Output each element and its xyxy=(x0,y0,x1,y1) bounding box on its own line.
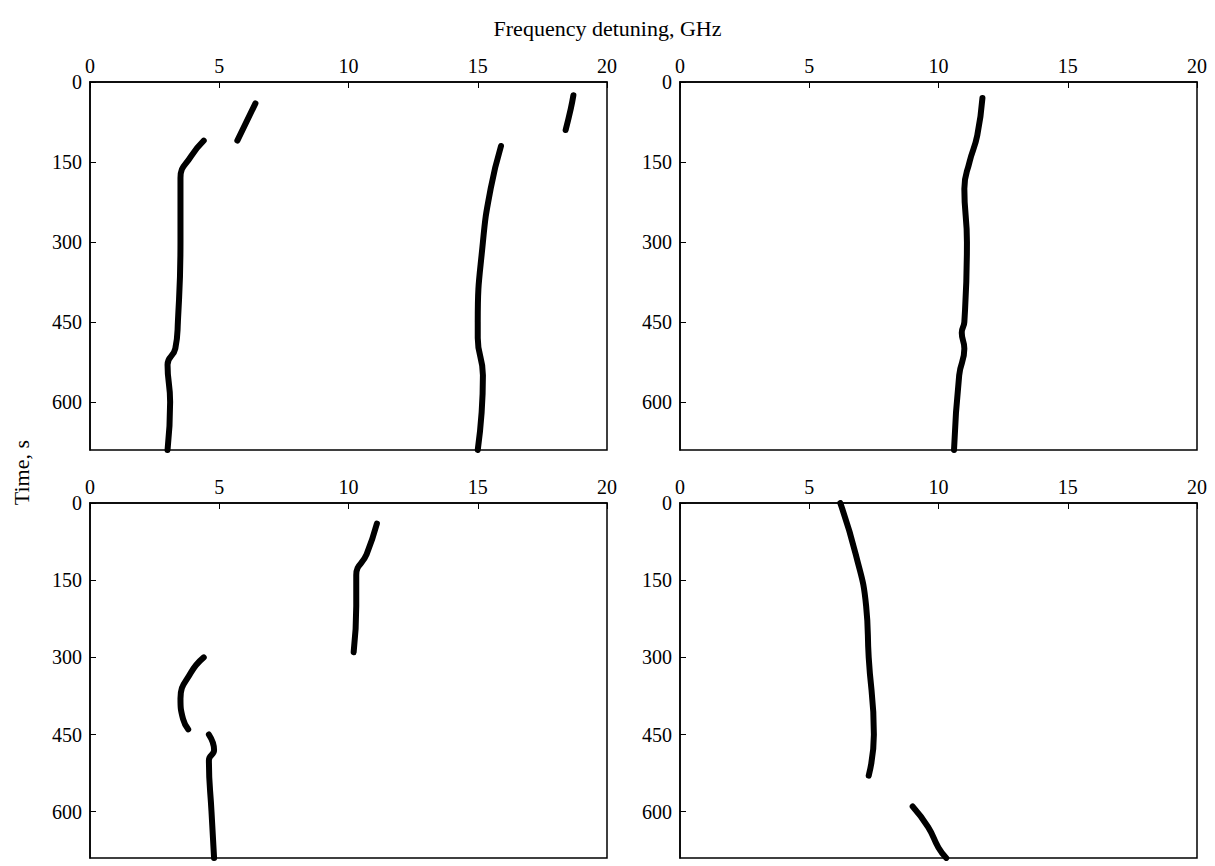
svg-text:10: 10 xyxy=(339,476,359,498)
svg-text:600: 600 xyxy=(52,801,82,823)
svg-text:Time, s: Time, s xyxy=(9,440,34,505)
svg-text:10: 10 xyxy=(929,476,949,498)
svg-text:0: 0 xyxy=(85,55,95,77)
svg-text:150: 150 xyxy=(52,569,82,591)
svg-text:0: 0 xyxy=(675,476,685,498)
svg-text:5: 5 xyxy=(214,476,224,498)
svg-text:600: 600 xyxy=(642,801,672,823)
svg-text:450: 450 xyxy=(642,724,672,746)
svg-text:0: 0 xyxy=(85,476,95,498)
svg-text:5: 5 xyxy=(214,55,224,77)
svg-text:300: 300 xyxy=(52,231,82,253)
svg-text:300: 300 xyxy=(642,231,672,253)
svg-text:150: 150 xyxy=(642,151,672,173)
svg-text:150: 150 xyxy=(642,569,672,591)
svg-text:300: 300 xyxy=(52,646,82,668)
svg-text:0: 0 xyxy=(72,71,82,93)
svg-text:15: 15 xyxy=(468,55,488,77)
svg-text:15: 15 xyxy=(468,476,488,498)
svg-text:15: 15 xyxy=(1058,55,1078,77)
svg-text:20: 20 xyxy=(597,476,617,498)
svg-text:0: 0 xyxy=(662,492,672,514)
svg-text:10: 10 xyxy=(929,55,949,77)
svg-text:300: 300 xyxy=(642,646,672,668)
svg-text:15: 15 xyxy=(1058,476,1078,498)
svg-text:600: 600 xyxy=(52,391,82,413)
svg-text:5: 5 xyxy=(804,476,814,498)
svg-text:450: 450 xyxy=(52,311,82,333)
svg-text:5: 5 xyxy=(804,55,814,77)
svg-text:10: 10 xyxy=(339,55,359,77)
svg-text:20: 20 xyxy=(1187,55,1207,77)
svg-text:20: 20 xyxy=(597,55,617,77)
svg-text:Frequency detuning, GHz: Frequency detuning, GHz xyxy=(494,16,722,41)
svg-text:20: 20 xyxy=(1187,476,1207,498)
svg-text:150: 150 xyxy=(52,151,82,173)
svg-text:600: 600 xyxy=(642,391,672,413)
svg-text:0: 0 xyxy=(675,55,685,77)
svg-text:450: 450 xyxy=(52,724,82,746)
svg-text:0: 0 xyxy=(662,71,672,93)
svg-text:450: 450 xyxy=(642,311,672,333)
svg-text:0: 0 xyxy=(72,492,82,514)
